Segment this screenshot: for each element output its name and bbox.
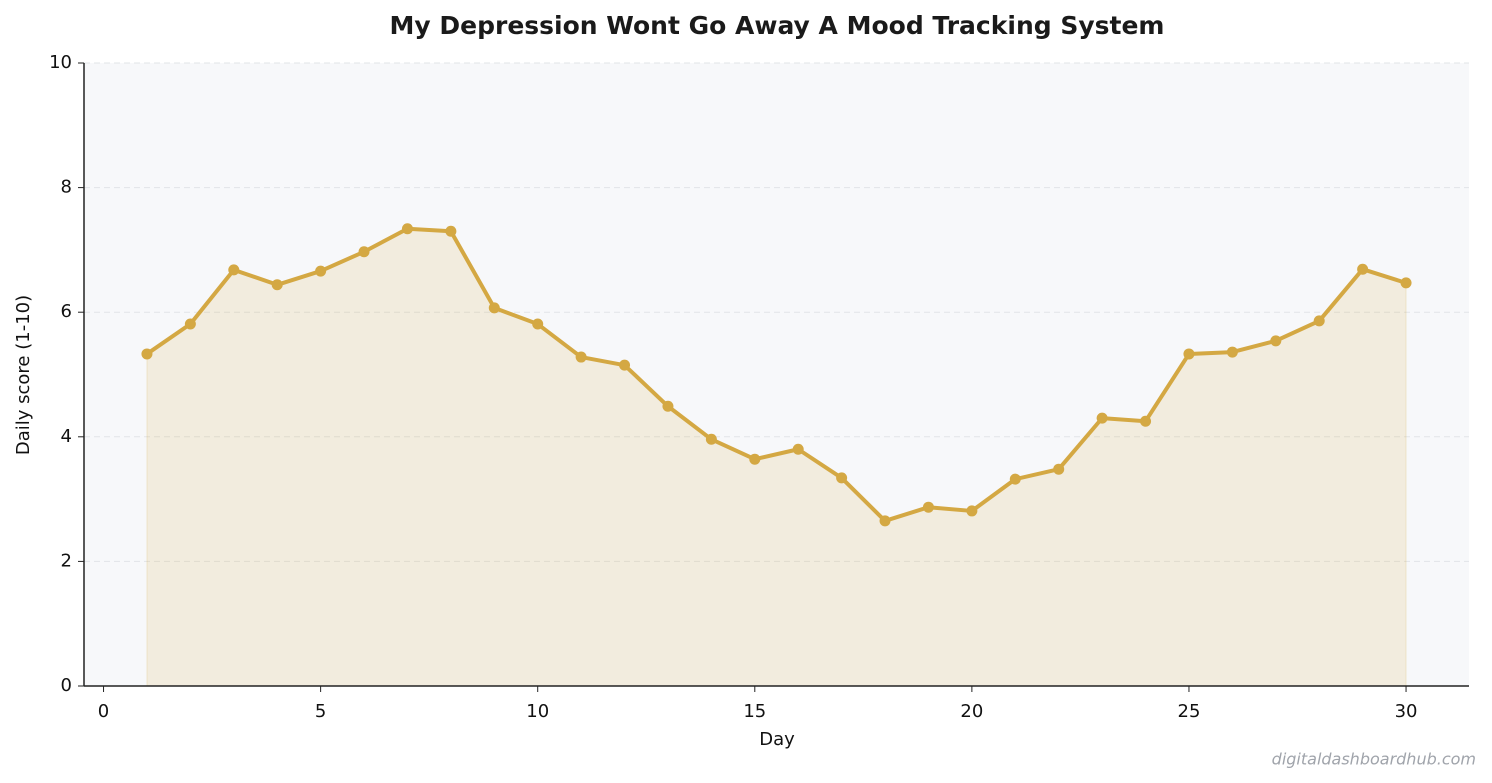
point xyxy=(1400,277,1412,289)
x-tick-label: 25 xyxy=(1178,701,1201,722)
x-tick-label: 15 xyxy=(743,701,766,722)
point xyxy=(1270,335,1282,347)
point xyxy=(1357,263,1369,275)
point xyxy=(315,265,327,277)
point xyxy=(401,223,413,235)
y-tick-label: 6 xyxy=(61,301,72,322)
x-tick-label: 0 xyxy=(98,701,109,722)
x-tick-label: 5 xyxy=(315,701,326,722)
x-tick-label: 30 xyxy=(1395,701,1418,722)
point xyxy=(1313,315,1325,327)
point xyxy=(358,246,370,258)
point xyxy=(879,515,891,527)
y-tick-label: 4 xyxy=(61,426,72,447)
point xyxy=(1096,412,1108,424)
y-tick-label: 10 xyxy=(49,52,72,73)
point xyxy=(271,279,283,291)
point xyxy=(792,443,804,455)
point xyxy=(141,348,153,360)
point xyxy=(1053,463,1065,475)
y-tick-label: 0 xyxy=(61,675,72,696)
point xyxy=(445,225,457,237)
line xyxy=(145,226,1407,523)
point xyxy=(184,318,196,330)
point xyxy=(966,505,978,517)
point xyxy=(619,359,631,371)
point xyxy=(532,318,544,330)
point xyxy=(705,433,717,445)
y-tick-label: 8 xyxy=(61,177,72,198)
point xyxy=(488,302,500,314)
x-tick-label: 10 xyxy=(526,701,549,722)
y-tick-label: 2 xyxy=(61,550,72,571)
point xyxy=(922,501,934,513)
x-tick-label: 20 xyxy=(960,701,983,722)
point xyxy=(1183,348,1195,360)
point xyxy=(575,351,587,363)
x-axis-label: Day xyxy=(759,729,795,750)
chart-title: My Depression Wont Go Away A Mood Tracki… xyxy=(390,11,1165,40)
point xyxy=(228,264,240,276)
point xyxy=(662,400,674,412)
plot-background xyxy=(84,63,1469,686)
point xyxy=(1009,473,1021,485)
point xyxy=(1140,415,1152,427)
y-axis-label: Daily score (1-10) xyxy=(13,295,34,455)
point xyxy=(1226,346,1238,358)
point xyxy=(836,472,848,484)
watermark: digitaldashboardhub.com xyxy=(1272,750,1476,769)
point xyxy=(749,453,761,465)
